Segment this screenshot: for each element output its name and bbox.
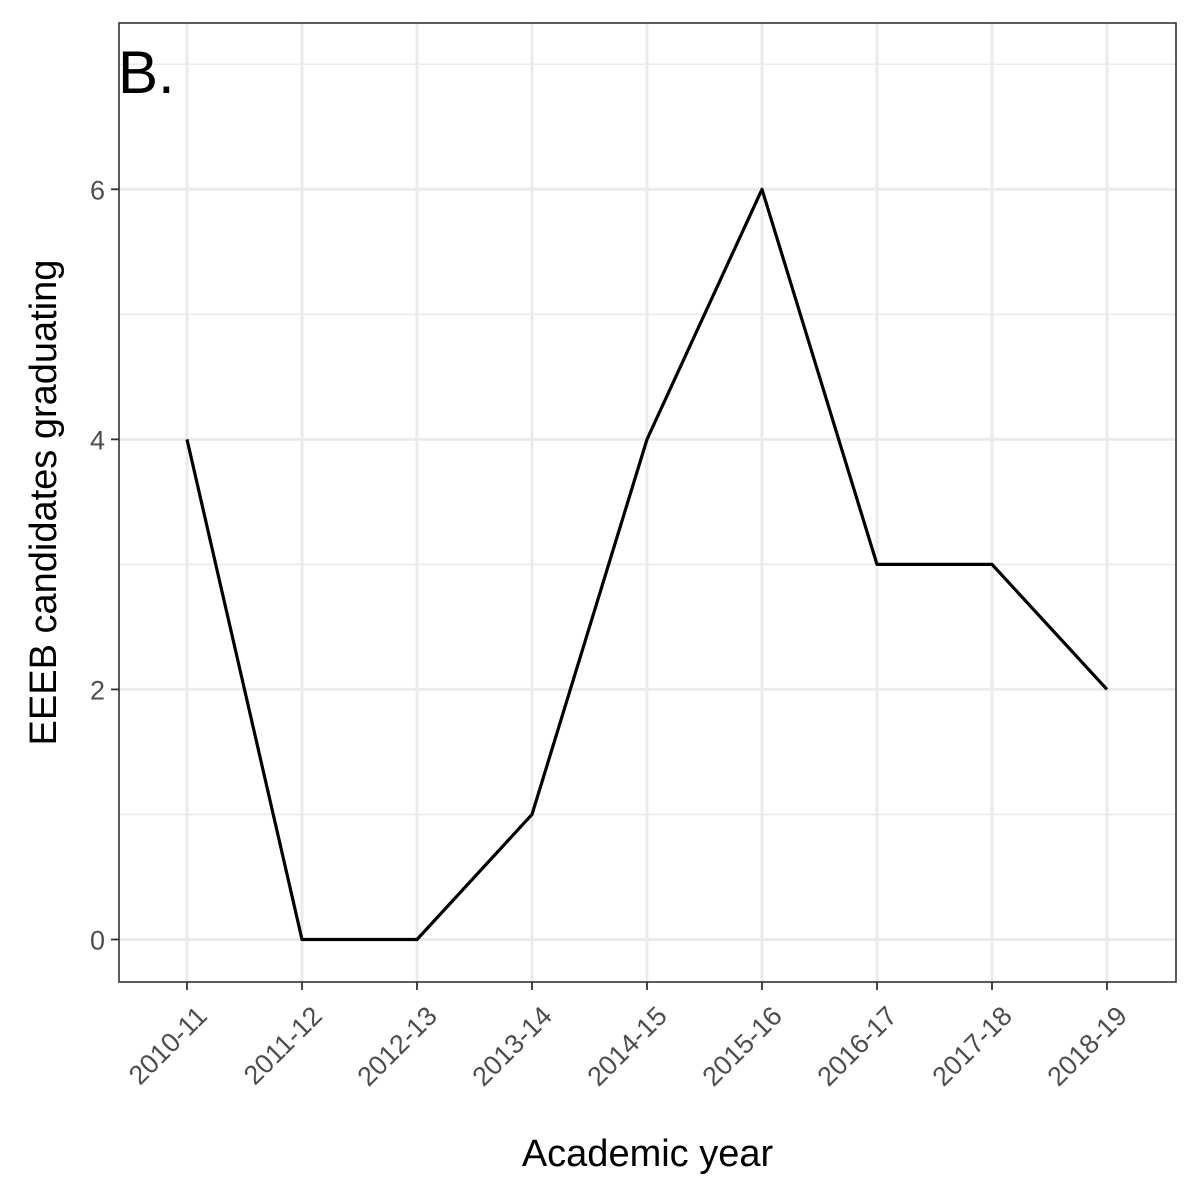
series-line	[185, 187, 1109, 942]
y-axis-title: EEEB candidates graduating	[23, 260, 65, 746]
y-tick-label: 4	[90, 425, 105, 455]
major-gridlines	[119, 23, 1176, 982]
y-tick-label: 6	[90, 175, 105, 205]
y-axis-ticks: 0 2 4 6	[90, 175, 119, 955]
y-tick-label: 0	[90, 925, 105, 955]
series-layer	[185, 187, 1109, 942]
x-axis-title: Academic year	[522, 1133, 774, 1175]
panel-tag: B.	[118, 39, 175, 106]
y-tick-label: 2	[90, 675, 105, 705]
